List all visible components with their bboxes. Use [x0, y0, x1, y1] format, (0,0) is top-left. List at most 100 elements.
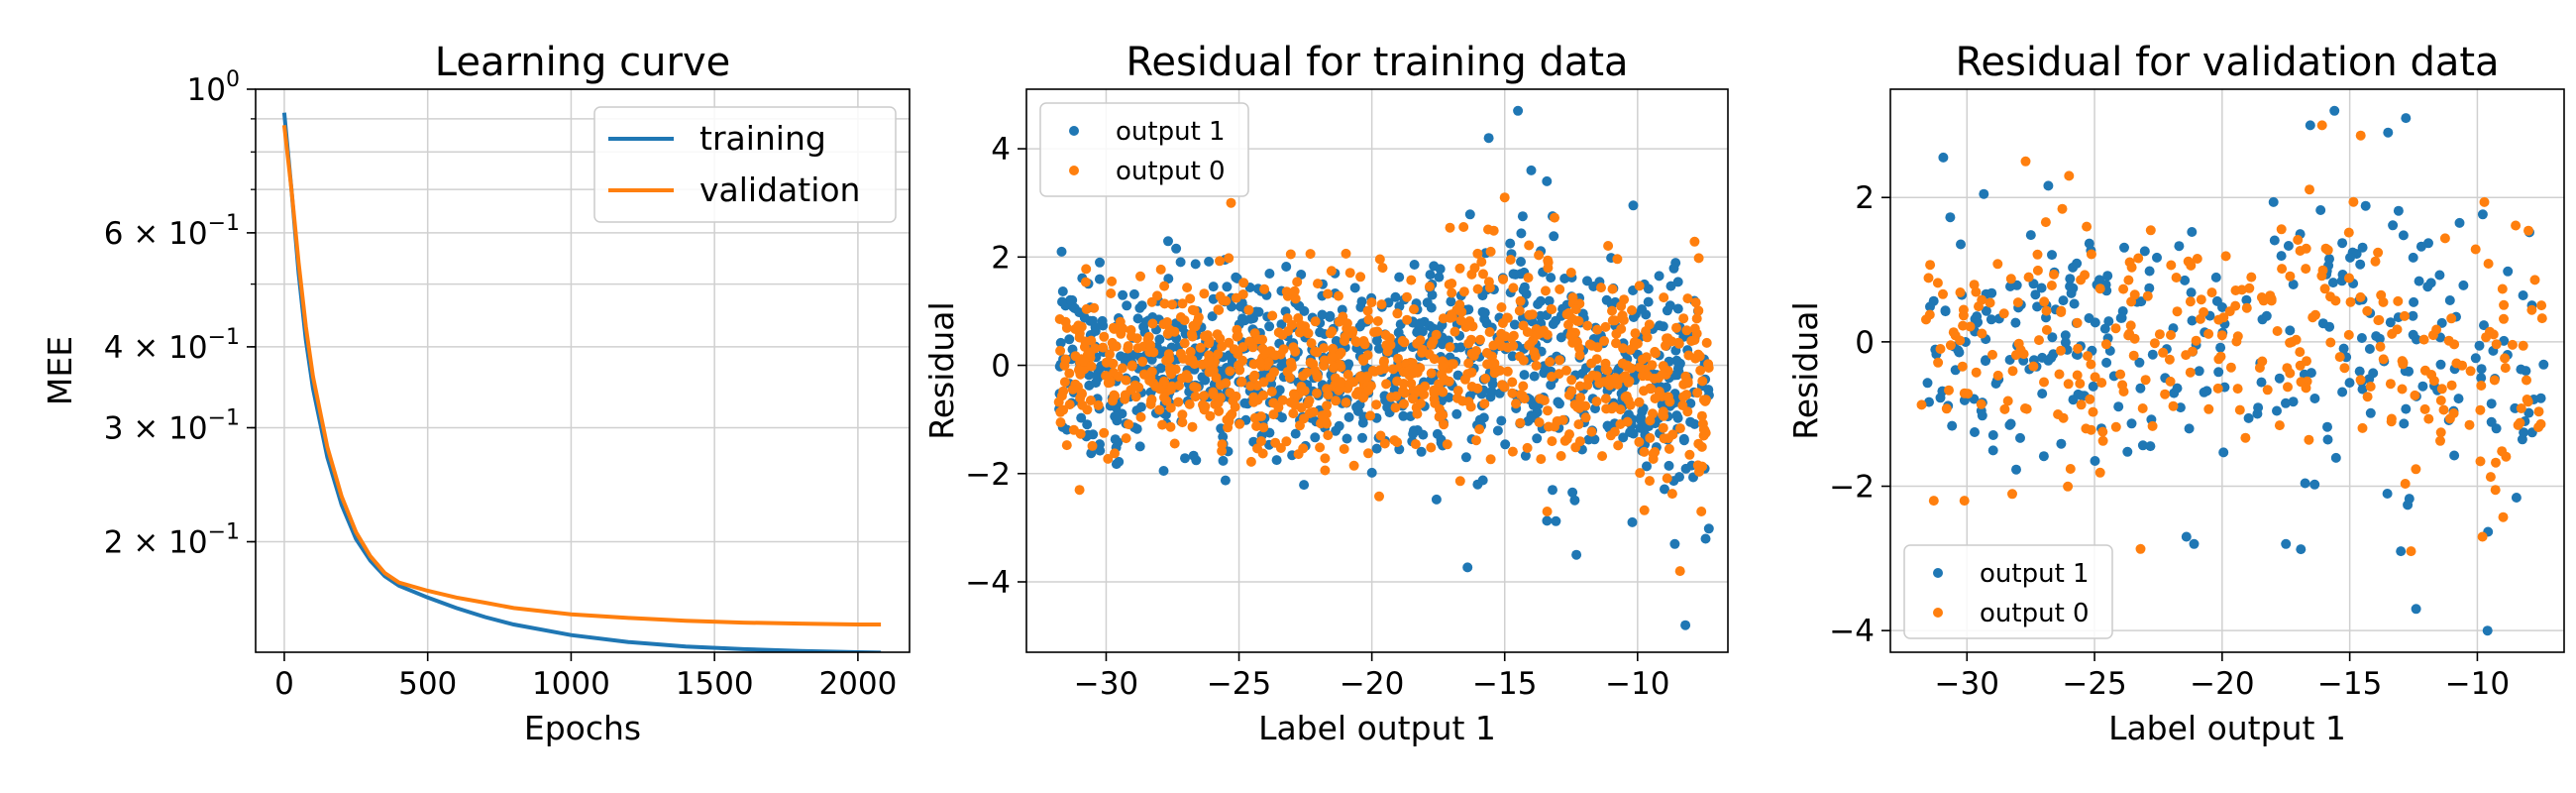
data-point: [1248, 372, 1259, 383]
data-point: [1127, 361, 1137, 372]
data-point: [1373, 343, 1384, 354]
data-point: [1701, 395, 1711, 405]
data-point: [1363, 314, 1374, 325]
data-point: [1189, 359, 1200, 370]
data-point: [1288, 408, 1299, 419]
plot-area: [1916, 105, 2549, 636]
data-point: [1179, 338, 1190, 349]
data-point: [1678, 435, 1689, 446]
data-point: [2129, 333, 2140, 344]
data-point: [2149, 338, 2160, 349]
legend-label: output 0: [1116, 157, 1226, 186]
data-point: [1542, 507, 1553, 516]
data-point: [1306, 338, 1317, 349]
data-point: [1969, 280, 1980, 290]
data-point: [2206, 287, 2217, 298]
data-point: [1158, 466, 1169, 476]
data-point: [1128, 288, 1139, 299]
data-point: [1065, 294, 1076, 305]
data-point: [1548, 319, 1558, 329]
data-point: [2216, 330, 2227, 341]
data-point: [1055, 337, 1066, 348]
data-point: [1589, 434, 1600, 445]
data-point: [1482, 359, 1493, 370]
data-point: [1438, 387, 1449, 397]
data-point: [1597, 451, 1608, 462]
data-point: [1933, 357, 1944, 368]
data-point: [1075, 428, 1086, 439]
data-point: [1475, 334, 1485, 345]
data-point: [1502, 366, 1513, 377]
data-point: [1247, 342, 1258, 353]
data-point: [1134, 302, 1145, 313]
legend-swatch: [1069, 166, 1079, 175]
data-point: [2293, 235, 2304, 245]
data-point: [1664, 460, 1674, 471]
data-point: [1085, 396, 1096, 405]
data-point: [1520, 450, 1531, 461]
data-point: [1277, 329, 1288, 340]
data-point: [2103, 316, 2114, 327]
data-point: [1496, 302, 1507, 312]
data-point: [2186, 260, 2197, 271]
data-point: [2172, 383, 2183, 394]
data-point: [1489, 368, 1500, 379]
data-point: [1409, 260, 1420, 270]
data-point: [1479, 398, 1490, 409]
data-point: [2063, 379, 2074, 390]
data-point: [2474, 340, 2485, 351]
data-point: [2418, 334, 2429, 345]
data-point: [1188, 450, 1199, 461]
data-point: [2501, 451, 2512, 462]
data-point: [2152, 252, 2162, 263]
data-point: [1647, 360, 1658, 371]
data-point: [1639, 446, 1650, 457]
data-point: [1691, 313, 1702, 324]
data-point: [1591, 396, 1602, 406]
data-point: [1550, 212, 1559, 223]
data-point: [1299, 480, 1310, 491]
data-point: [1374, 491, 1384, 502]
data-point: [2330, 452, 2341, 463]
y-tick-label: 0: [1855, 325, 1875, 361]
data-point: [2241, 294, 2252, 305]
data-point: [1331, 425, 1342, 436]
legend-label: output 0: [1980, 599, 2090, 628]
data-point: [1607, 305, 1617, 316]
data-point: [1322, 418, 1332, 429]
data-point: [2115, 369, 2126, 380]
data-point: [2529, 275, 2540, 285]
data-point: [1648, 408, 1658, 419]
data-point: [2344, 378, 2355, 389]
data-point: [2144, 266, 2155, 277]
data-point: [2436, 317, 2447, 328]
data-point: [2201, 386, 2212, 396]
data-point: [1363, 385, 1374, 396]
data-point: [1343, 411, 1354, 422]
data-point: [1185, 346, 1196, 357]
data-point: [1486, 387, 1497, 396]
data-point: [1323, 288, 1334, 299]
data-point: [1695, 365, 1706, 376]
data-point: [1635, 362, 1645, 373]
data-point: [2398, 357, 2409, 368]
x-tick-label: 1500: [676, 666, 754, 702]
data-point: [1543, 405, 1553, 416]
data-point: [1055, 345, 1066, 356]
data-point: [2334, 352, 2345, 363]
data-point: [1508, 283, 1519, 293]
data-point: [1358, 393, 1369, 403]
data-point: [1485, 454, 1496, 465]
data-point: [2261, 310, 2272, 321]
data-point: [1135, 271, 1145, 282]
data-point: [1998, 308, 2009, 319]
data-point: [1550, 421, 1559, 432]
data-point: [1317, 309, 1328, 320]
data-point: [1165, 384, 1176, 395]
data-point: [2511, 220, 2522, 231]
data-point: [1334, 316, 1344, 327]
data-point: [1180, 453, 1190, 464]
y-tick-label: 2: [1855, 180, 1875, 216]
data-point: [1132, 313, 1143, 324]
data-point: [1523, 273, 1534, 283]
